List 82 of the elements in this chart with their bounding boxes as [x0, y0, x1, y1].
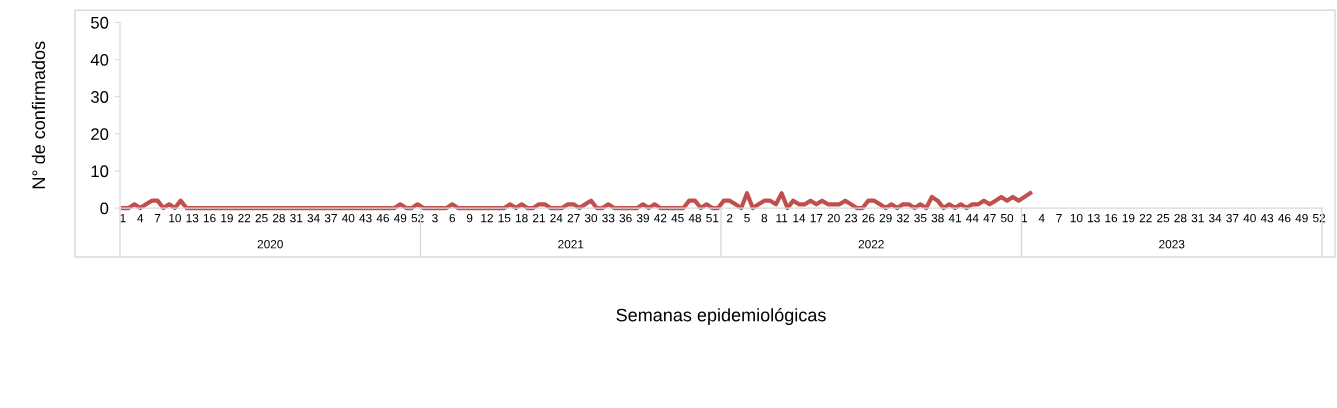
x-tick-label: 46	[1278, 213, 1291, 223]
y-tick-label: 10	[91, 165, 109, 178]
x-tick-label: 41	[948, 214, 962, 223]
x-tick-label: 45	[671, 214, 684, 223]
x-tick-label: 29	[879, 213, 892, 223]
x-tick-label: 6	[449, 213, 456, 223]
x-tick-label: 22	[238, 213, 251, 223]
x-tick-label: 28	[272, 213, 285, 223]
x-tick-label: 42	[654, 213, 667, 223]
x-tick-label: 37	[324, 213, 337, 223]
x-tick-label: 31	[290, 213, 303, 223]
x-tick-label: 31	[1191, 213, 1204, 223]
x-tick-label: 32	[896, 213, 910, 223]
x-tick-label: 43	[1260, 213, 1274, 223]
x-tick-label: 9	[466, 213, 473, 223]
y-tick-label: 50	[91, 16, 109, 29]
x-tick-label: 17	[810, 214, 823, 223]
x-tick-label: 38	[931, 213, 944, 223]
x-tick-label: 25	[255, 213, 268, 223]
x-tick-label: 43	[359, 213, 372, 223]
x-tick-label: 5	[744, 214, 750, 223]
x-tick-label: 28	[1174, 213, 1187, 223]
y-tick-label: 20	[91, 128, 109, 141]
text: 2021	[558, 240, 584, 249]
x-tick-label: 33	[602, 213, 615, 223]
x-tick-label: 13	[1088, 213, 1100, 223]
x-tick-label: 22	[1139, 213, 1152, 223]
text: 2022	[858, 240, 884, 249]
x-tick-label: 2	[726, 213, 733, 223]
x-tick-label: 51	[706, 214, 719, 223]
x-tick-label: 49	[1295, 213, 1308, 223]
x-tick-label: 8	[761, 213, 768, 223]
x-tick-label: 4	[137, 214, 144, 223]
x-tick-label: 10	[1070, 213, 1083, 223]
x-tick-label: 20	[827, 213, 840, 223]
x-tick-label: 37	[1226, 213, 1239, 223]
y-axis-title: N° de confirmados	[31, 41, 46, 189]
x-tick-label: 1	[120, 214, 126, 223]
x-tick-label: 15	[498, 214, 511, 223]
x-tick-label: 14	[793, 214, 806, 223]
x-tick-label: 11	[776, 214, 788, 223]
x-tick-label: 26	[862, 213, 875, 223]
x-tick-label: 7	[1056, 214, 1062, 223]
x-tick-label: 18	[515, 213, 528, 223]
x-tick-label: 7	[154, 214, 161, 223]
x-tick-label: 12	[481, 213, 493, 223]
x-tick-label: 21	[533, 213, 545, 223]
x-tick-label: 44	[966, 214, 979, 223]
x-tick-label: 34	[307, 213, 320, 223]
x-tick-label: 16	[1105, 213, 1118, 223]
x-tick-label: 52	[1313, 213, 1326, 223]
x-tick-label: 47	[983, 214, 996, 223]
x-tick-label: 3	[432, 213, 438, 223]
x-tick-label: 1	[1022, 214, 1028, 223]
text: 2023	[1159, 240, 1185, 249]
x-tick-label: 23	[845, 213, 858, 223]
x-tick-label: 19	[1122, 213, 1135, 223]
y-tick-label: 0	[100, 202, 109, 215]
x-tick-label: 10	[169, 213, 181, 223]
x-tick-label: 36	[619, 213, 632, 223]
x-tick-label: 4	[1038, 214, 1045, 223]
x-tick-label: 30	[584, 213, 598, 223]
x-tick-label: 49	[393, 213, 407, 223]
x-tick-label: 16	[203, 213, 216, 223]
x-tick-label: 46	[376, 213, 389, 223]
line-series	[120, 191, 1033, 211]
y-tick-label: 40	[90, 53, 109, 66]
x-tick-label: 40	[1243, 213, 1256, 223]
x-tick-label: 27	[567, 213, 580, 223]
x-tick-label: 25	[1157, 213, 1170, 223]
y-tick-label: 30	[90, 91, 109, 103]
x-axis-title: Semanas epidemiológicas	[616, 307, 826, 326]
x-tick-label: 19	[221, 213, 233, 223]
x-tick-label: 24	[550, 213, 563, 223]
x-tick-label: 40	[341, 213, 355, 223]
x-tick-label: 13	[186, 213, 199, 223]
x-tick-label: 34	[1208, 213, 1222, 223]
x-tick-label: 50	[1000, 213, 1014, 223]
x-tick-label: 39	[636, 213, 649, 223]
x-tick-label: 48	[688, 213, 702, 223]
text: 2020	[257, 240, 283, 249]
x-tick-label: 35	[914, 213, 927, 223]
